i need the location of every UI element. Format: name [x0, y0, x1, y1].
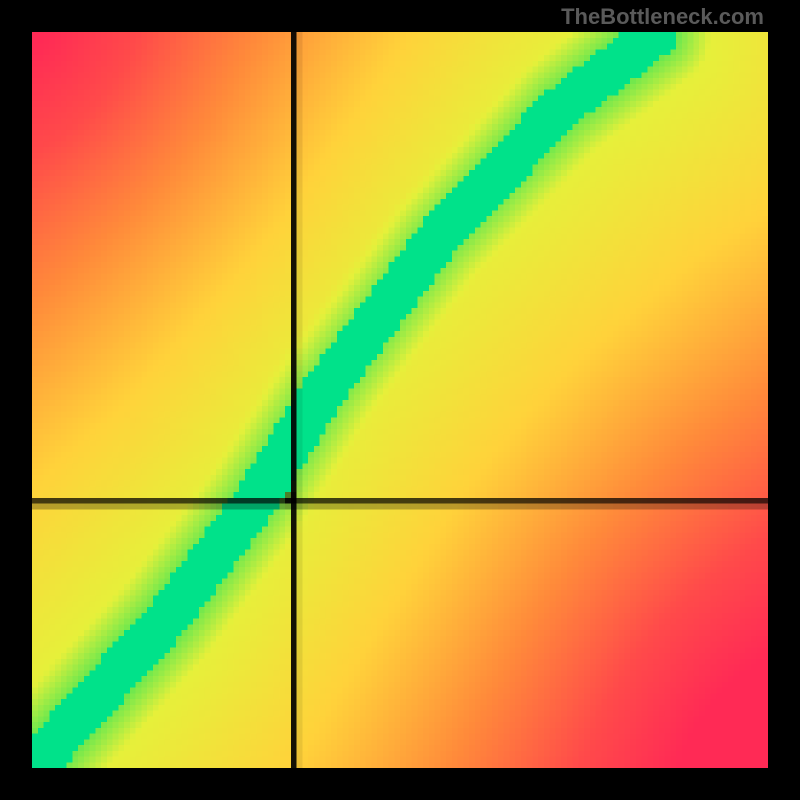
watermark-text: TheBottleneck.com: [561, 4, 764, 30]
bottleneck-heatmap: [32, 32, 768, 768]
chart-container: TheBottleneck.com: [0, 0, 800, 800]
